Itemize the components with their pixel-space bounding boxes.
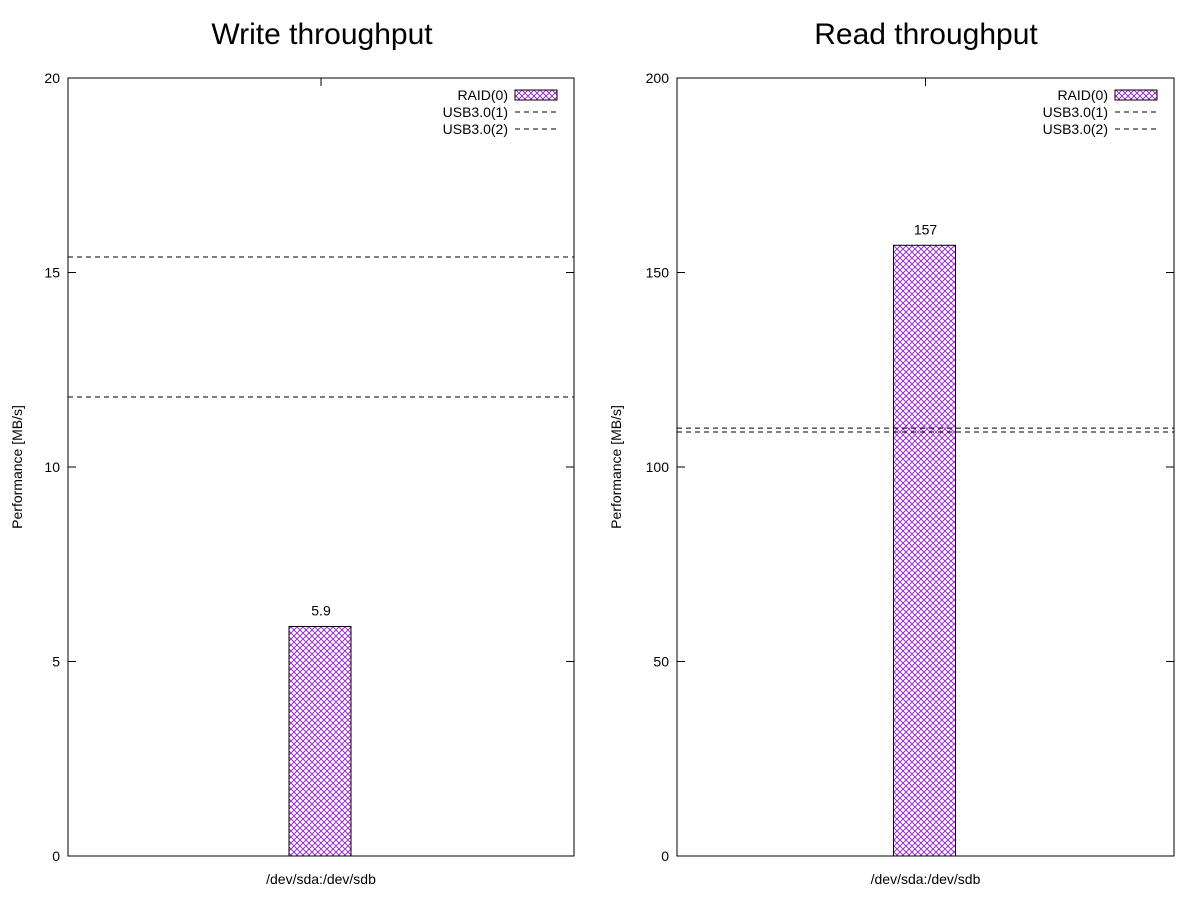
legend-label: RAID(0) [1057, 87, 1108, 103]
legend-swatch-raid0 [514, 89, 558, 101]
x-axis-label: /dev/sda:/dev/sdb [266, 871, 376, 887]
y-tick-label: 100 [646, 459, 670, 475]
legend-label: USB3.0(1) [1043, 104, 1108, 120]
y-tick-label: 0 [661, 848, 669, 864]
legend-label: RAID(0) [457, 87, 508, 103]
chart-panel-read: Read throughput Performance [MB/s] /dev/sd… [608, 18, 1175, 887]
y-tick-label: 20 [44, 70, 60, 86]
bar-raid0 [893, 244, 956, 857]
bar-data-label: 157 [914, 221, 938, 237]
legend-swatch-raid0 [1114, 89, 1158, 101]
y-tick-label: 200 [646, 70, 670, 86]
chart-title: Write throughput [211, 18, 433, 51]
y-tick-label: 15 [44, 265, 60, 281]
y-tick-label: 10 [44, 459, 60, 475]
chart-title: Read throughput [814, 18, 1038, 51]
y-axis-label: Performance [MB/s] [608, 405, 624, 529]
bar-raid0 [288, 625, 352, 857]
chart-panel-write: Write throughput Performance [MB/s] /dev/s… [9, 18, 575, 887]
y-tick-label: 5 [52, 654, 60, 670]
y-tick-label: 150 [646, 265, 670, 281]
legend-label: USB3.0(2) [443, 121, 508, 137]
legend-label: USB3.0(1) [443, 104, 508, 120]
y-axis-label: Performance [MB/s] [9, 405, 25, 529]
bar-data-label: 5.9 [311, 602, 331, 618]
x-axis-label: /dev/sda:/dev/sdb [871, 871, 981, 887]
y-tick-label: 50 [653, 654, 669, 670]
y-tick-label: 0 [52, 848, 60, 864]
legend-label: USB3.0(2) [1043, 121, 1108, 137]
